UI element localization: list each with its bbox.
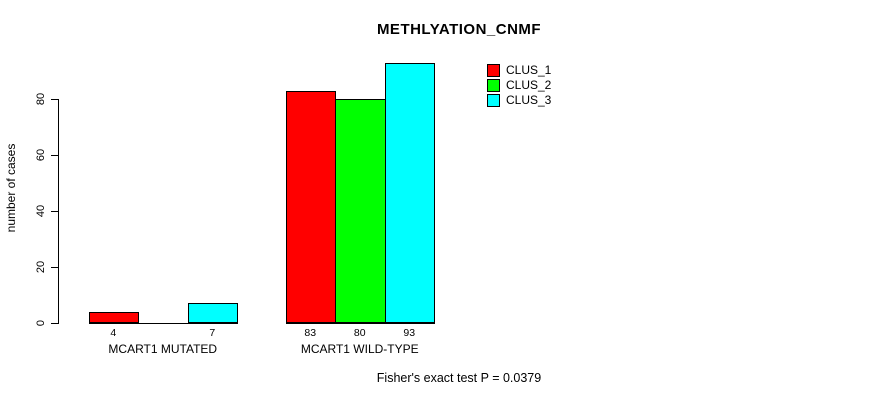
bar-clus-1-mcart1-wild-type: [285, 91, 336, 323]
y-axis-tick: [51, 99, 58, 100]
fisher-test-annotation: Fisher's exact test P = 0.0379: [376, 371, 542, 385]
bar-value-label: 4: [110, 327, 117, 339]
legend-item-clus-1: CLUS_1: [487, 63, 551, 78]
bar-clus-3-mcart1-mutated: [187, 303, 238, 323]
legend-swatch-icon: [487, 94, 500, 107]
y-axis-tick: [51, 323, 58, 324]
x-category-label: MCART1 WILD-TYPE: [300, 342, 419, 356]
y-axis-tick-label: 40: [35, 204, 47, 218]
x-axis-baseline: [285, 323, 435, 324]
y-axis-tick-label: 80: [35, 92, 47, 106]
x-axis-baseline: [88, 323, 238, 324]
y-axis-tick: [51, 155, 58, 156]
chart-title: METHLYATION_CNMF: [376, 21, 542, 38]
legend-swatch-icon: [487, 79, 500, 92]
legend-label: CLUS_2: [506, 78, 552, 92]
legend-item-clus-2: CLUS_2: [487, 78, 551, 93]
bar-value-label: 80: [353, 327, 366, 339]
y-axis-tick-label: 0: [35, 319, 47, 327]
y-axis-label: number of cases: [4, 143, 18, 233]
y-axis-tick-label: 60: [35, 148, 47, 162]
bar-value-label: 93: [403, 327, 416, 339]
legend-swatch-icon: [487, 64, 500, 77]
legend-item-clus-3: CLUS_3: [487, 93, 551, 108]
y-axis-tick: [51, 267, 58, 268]
legend-label: CLUS_3: [506, 93, 552, 107]
bar-clus-3-mcart1-wild-type: [384, 63, 435, 323]
y-axis-tick: [51, 211, 58, 212]
y-axis-line: [58, 99, 59, 324]
y-axis-tick-label: 20: [35, 260, 47, 274]
x-category-label: MCART1 MUTATED: [108, 342, 218, 356]
legend-label: CLUS_1: [506, 63, 552, 77]
bar-clus-1-mcart1-mutated: [88, 312, 139, 323]
bar-value-label: 7: [209, 327, 216, 339]
legend: CLUS_1 CLUS_2 CLUS_3: [487, 63, 551, 108]
bar-clus-2-mcart1-wild-type: [335, 99, 386, 323]
bar-value-label: 83: [304, 327, 317, 339]
